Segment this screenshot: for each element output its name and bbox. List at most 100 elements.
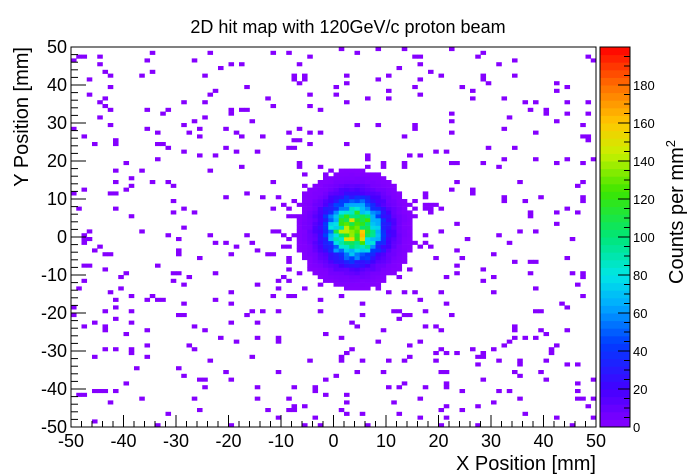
heatmap-cell <box>391 218 397 223</box>
heatmap-cell <box>344 191 350 196</box>
heatmap-cell <box>375 248 382 253</box>
heatmap-cell <box>438 347 445 352</box>
heatmap-cell <box>517 373 523 378</box>
heatmap-cell <box>312 187 319 192</box>
heatmap-cell <box>149 50 156 55</box>
heatmap-cell <box>354 199 361 204</box>
heatmap-cell <box>144 354 151 359</box>
z-tick-label: 40 <box>633 344 647 359</box>
heatmap-cell <box>370 214 376 219</box>
heatmap-cell <box>370 210 376 215</box>
heatmap-cell <box>139 229 145 234</box>
heatmap-cell <box>538 309 544 314</box>
heatmap-cell <box>359 256 366 261</box>
heatmap-cell <box>391 237 397 242</box>
heatmap-cell <box>155 142 161 147</box>
heatmap-cell <box>275 195 282 200</box>
heatmap-cell <box>323 183 329 188</box>
heatmap-cell <box>328 256 334 261</box>
heatmap-cell <box>228 107 235 112</box>
heatmap-cell <box>370 206 376 211</box>
heatmap-cell <box>344 351 350 356</box>
heatmap-cell <box>401 214 408 219</box>
heatmap-cell <box>107 400 114 405</box>
heatmap-cell <box>102 69 109 74</box>
heatmap-cell <box>401 248 408 253</box>
heatmap-cell <box>197 134 203 139</box>
heatmap-cell <box>370 256 376 261</box>
heatmap-cell <box>312 385 319 390</box>
heatmap-cell <box>380 275 387 280</box>
heatmap-cell <box>107 73 114 78</box>
heatmap-cell <box>128 309 135 314</box>
heatmap-cell <box>107 252 114 257</box>
heatmap-cell <box>533 259 539 264</box>
heatmap-cell <box>281 233 287 238</box>
heatmap-cell <box>249 119 256 124</box>
heatmap-cell <box>317 107 324 112</box>
color-scale-band <box>600 138 630 147</box>
heatmap-cells <box>71 47 597 428</box>
heatmap-cell <box>501 195 508 200</box>
heatmap-cell <box>354 256 361 261</box>
heatmap-cell <box>317 218 324 223</box>
heatmap-cell <box>449 187 455 192</box>
heatmap-cell <box>344 73 350 78</box>
heatmap-cell <box>407 354 413 359</box>
z-tick-label: 120 <box>633 192 655 207</box>
heatmap-cell <box>365 286 371 291</box>
heatmap-cell <box>407 229 413 234</box>
heatmap-cell <box>401 218 408 223</box>
heatmap-cell <box>590 157 597 162</box>
heatmap-cell <box>312 202 319 207</box>
heatmap-cell <box>338 233 345 238</box>
heatmap-cell <box>128 176 135 181</box>
heatmap-cell <box>323 199 329 204</box>
heatmap-cell <box>401 221 408 226</box>
heatmap-cell <box>223 126 229 131</box>
heatmap-cell <box>328 244 334 249</box>
heatmap-cell <box>386 202 392 207</box>
heatmap-cell <box>113 305 119 310</box>
heatmap-cell <box>349 267 355 272</box>
color-scale-band <box>600 145 630 154</box>
heatmap-cell <box>265 408 271 413</box>
heatmap-cell <box>496 62 502 67</box>
heatmap-cell <box>380 237 387 242</box>
heatmap-cell <box>344 252 350 257</box>
heatmap-cell <box>443 275 450 280</box>
heatmap-cell <box>328 263 334 268</box>
heatmap-cell <box>223 195 229 200</box>
heatmap-cell <box>344 392 350 397</box>
heatmap-cell <box>286 214 292 219</box>
heatmap-cell <box>543 332 550 337</box>
heatmap-cell <box>349 244 355 249</box>
heatmap-cell <box>344 263 350 268</box>
heatmap-cell <box>328 259 334 264</box>
heatmap-cell <box>559 301 565 306</box>
heatmap-cell <box>286 259 292 264</box>
heatmap-cell <box>396 233 403 238</box>
heatmap-cell <box>365 282 371 287</box>
heatmap-cell <box>401 233 408 238</box>
heatmap-cell <box>317 214 324 219</box>
heatmap-cell <box>244 313 250 318</box>
heatmap-cell <box>575 381 581 386</box>
color-scale-band <box>600 161 630 170</box>
heatmap-cell <box>459 85 466 90</box>
heatmap-cell <box>375 191 382 196</box>
heatmap-cell <box>396 199 403 204</box>
heatmap-cell <box>338 176 345 181</box>
heatmap-cell <box>333 373 340 378</box>
heatmap-cell <box>407 202 413 207</box>
heatmap-cell <box>370 195 376 200</box>
heatmap-cell <box>407 153 413 158</box>
heatmap-cell <box>344 172 350 177</box>
heatmap-cell <box>554 210 560 215</box>
heatmap-cell <box>207 358 214 363</box>
heatmap-cell <box>296 62 303 67</box>
heatmap-cell <box>181 123 187 128</box>
heatmap-cell <box>359 218 366 223</box>
heatmap-cell <box>312 229 319 234</box>
